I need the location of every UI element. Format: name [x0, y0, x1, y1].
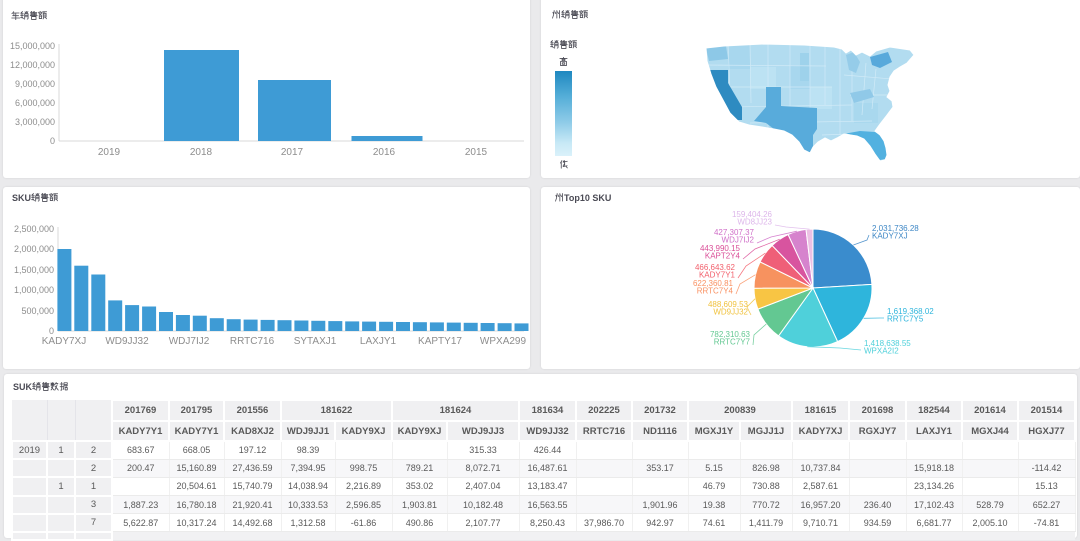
svg-text:488,609.53: 488,609.53	[708, 300, 749, 309]
svg-text:LAXJY1: LAXJY1	[360, 336, 397, 347]
svg-text:782,310.63: 782,310.63	[710, 330, 751, 339]
svg-text:2,500,000: 2,500,000	[14, 224, 54, 234]
svg-text:WDJ7IJ2: WDJ7IJ2	[169, 336, 210, 347]
svg-text:RRTC7Y4: RRTC7Y4	[697, 287, 734, 296]
svg-text:2017: 2017	[281, 147, 304, 158]
svg-text:KAPT2Y4: KAPT2Y4	[705, 252, 741, 261]
svg-text:SYTAXJ1: SYTAXJ1	[294, 336, 337, 347]
svg-text:WDJ7IJ2: WDJ7IJ2	[722, 236, 755, 245]
svg-text:12,000,000: 12,000,000	[10, 60, 55, 70]
svg-text:0: 0	[50, 136, 55, 146]
svg-text:KADY7XJ: KADY7XJ	[42, 336, 86, 347]
svg-text:2,000,000: 2,000,000	[14, 244, 54, 254]
svg-text:2016: 2016	[373, 147, 396, 158]
svg-text:2018: 2018	[190, 147, 213, 158]
svg-text:KADY7XJ: KADY7XJ	[872, 232, 908, 241]
svg-text:WD8JJ23: WD8JJ23	[737, 218, 772, 227]
svg-text:2,031,736.28: 2,031,736.28	[872, 224, 919, 233]
svg-text:RRTC7Y7: RRTC7Y7	[714, 338, 751, 347]
svg-text:466,643.62: 466,643.62	[695, 263, 736, 272]
svg-text:3,000,000: 3,000,000	[15, 117, 55, 127]
svg-text:15,000,000: 15,000,000	[10, 41, 55, 51]
svg-text:2015: 2015	[465, 147, 488, 158]
svg-text:1,000,000: 1,000,000	[14, 285, 54, 295]
svg-text:0: 0	[49, 326, 54, 336]
svg-text:WPXA2I2: WPXA2I2	[864, 347, 899, 356]
svg-text:1,500,000: 1,500,000	[14, 265, 54, 275]
svg-text:500,000: 500,000	[21, 306, 54, 316]
svg-text:622,360.81: 622,360.81	[693, 279, 734, 288]
svg-text:2019: 2019	[98, 147, 121, 158]
svg-text:WD9JJ32: WD9JJ32	[713, 308, 748, 317]
svg-text:KAPTY17: KAPTY17	[418, 336, 462, 347]
svg-text:WD9JJ32: WD9JJ32	[105, 336, 149, 347]
svg-text:427,307.37: 427,307.37	[714, 228, 755, 237]
svg-text:WPXA299: WPXA299	[480, 336, 527, 347]
svg-text:9,000,000: 9,000,000	[15, 79, 55, 89]
svg-text:6,000,000: 6,000,000	[15, 98, 55, 108]
svg-text:1,619,368.02: 1,619,368.02	[887, 307, 934, 316]
svg-text:RRTC7Y5: RRTC7Y5	[887, 315, 924, 324]
svg-text:RRTC716: RRTC716	[230, 336, 275, 347]
svg-text:KADY7Y1: KADY7Y1	[699, 271, 736, 280]
svg-text:1,418,638.55: 1,418,638.55	[864, 339, 911, 348]
svg-text:159,404.26: 159,404.26	[732, 210, 773, 219]
svg-text:443,990.15: 443,990.15	[700, 244, 741, 253]
